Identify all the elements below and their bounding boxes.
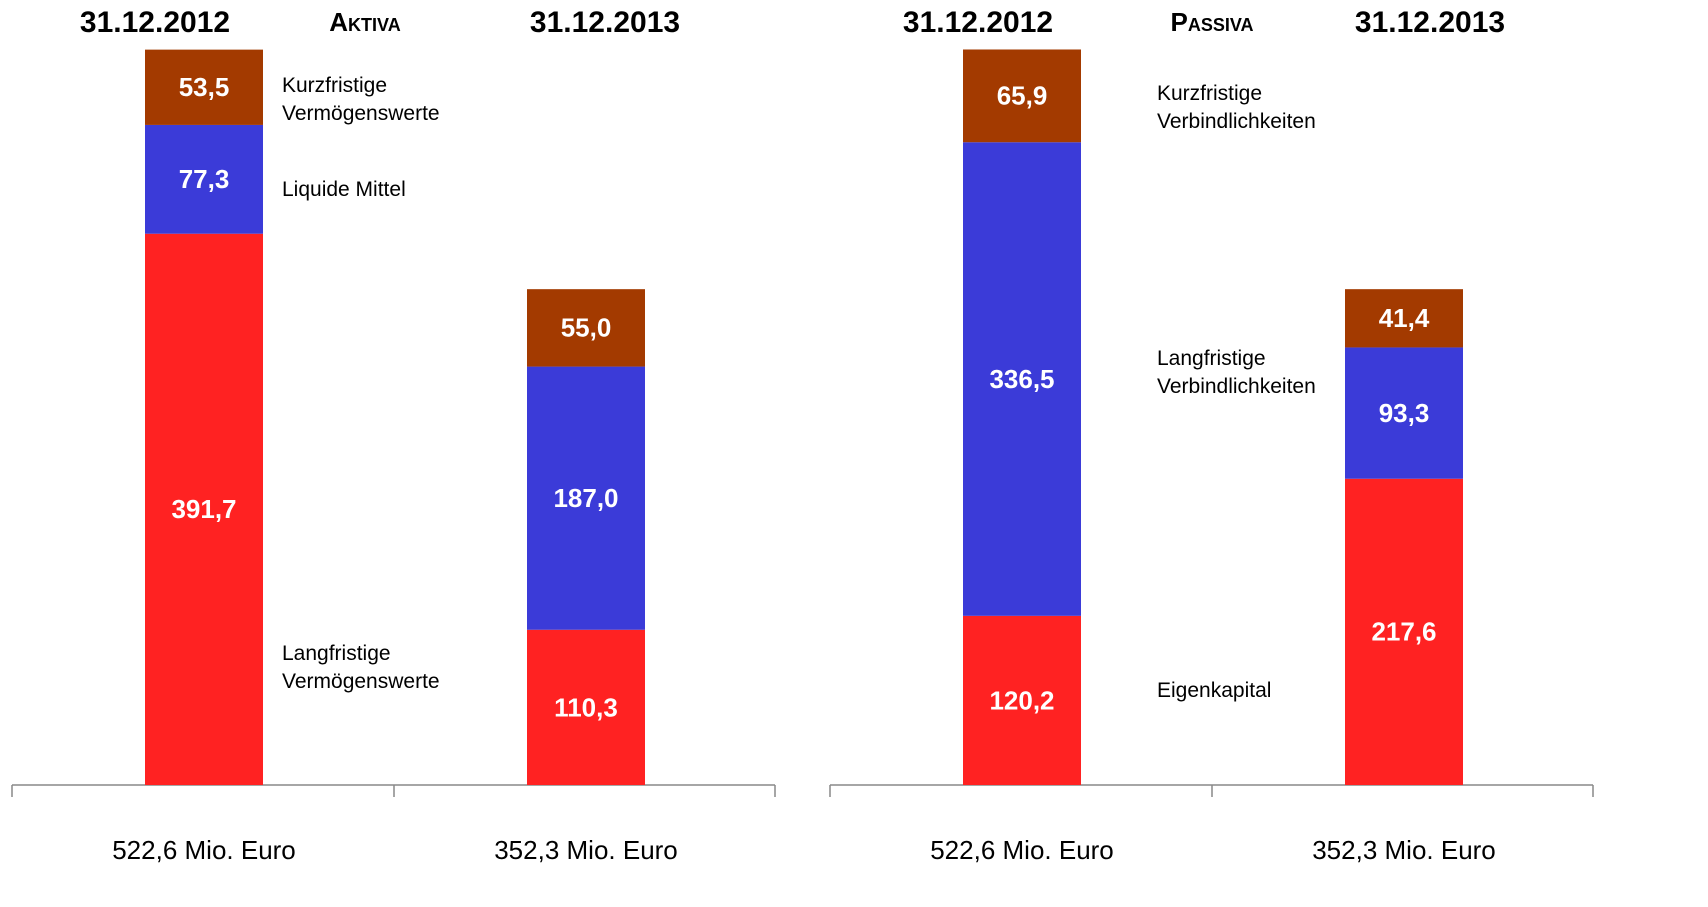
legend-label: Langfristige Vermögenswerte (282, 642, 440, 693)
value-label: 55,0 (561, 313, 612, 343)
column-total: 352,3 Mio. Euro (494, 835, 678, 865)
column-date: 31.12.2013 (530, 6, 680, 39)
legend-label: Eigenkapital (1157, 679, 1272, 702)
value-label: 65,9 (997, 81, 1048, 111)
value-label: 391,7 (171, 494, 236, 524)
chart-title: Aktiva (329, 7, 400, 37)
column-total: 522,6 Mio. Euro (112, 835, 296, 865)
bar-segment (1345, 347, 1463, 479)
value-label: 187,0 (553, 483, 618, 513)
legend-label: Kurzfristige Verbindlichkeiten (1157, 82, 1316, 133)
legend-label: Langfristige Verbindlichkeiten (1157, 347, 1316, 398)
value-label: 336,5 (989, 364, 1054, 394)
bar-segment (527, 289, 645, 367)
column-date: 31.12.2013 (1355, 6, 1505, 39)
bar-segment (963, 615, 1081, 785)
legend-label: Kurzfristige Vermögenswerte (282, 74, 440, 125)
chart-title: Passiva (1170, 7, 1253, 37)
bar-segment (1345, 289, 1463, 348)
column-total: 352,3 Mio. Euro (1312, 835, 1496, 865)
value-label: 77,3 (179, 164, 230, 194)
bar-segment (145, 233, 263, 786)
value-label: 41,4 (1379, 303, 1430, 333)
column-date: 31.12.2012 (903, 6, 1053, 39)
bar-segment (1345, 478, 1463, 785)
bar-segment (963, 49, 1081, 143)
value-label: 120,2 (989, 685, 1054, 715)
bar-segment (527, 629, 645, 785)
bar-segment (145, 49, 263, 125)
value-label: 53,5 (179, 72, 230, 102)
value-label: 217,6 (1371, 617, 1436, 647)
value-label: 93,3 (1379, 398, 1430, 428)
bar-segment (963, 142, 1081, 616)
value-label: 110,3 (554, 692, 618, 722)
column-total: 522,6 Mio. Euro (930, 835, 1114, 865)
legend-label: Liquide Mittel (282, 178, 406, 201)
column-date: 31.12.2012 (80, 6, 230, 39)
bar-segment (527, 366, 645, 630)
bar-segment (145, 124, 263, 234)
